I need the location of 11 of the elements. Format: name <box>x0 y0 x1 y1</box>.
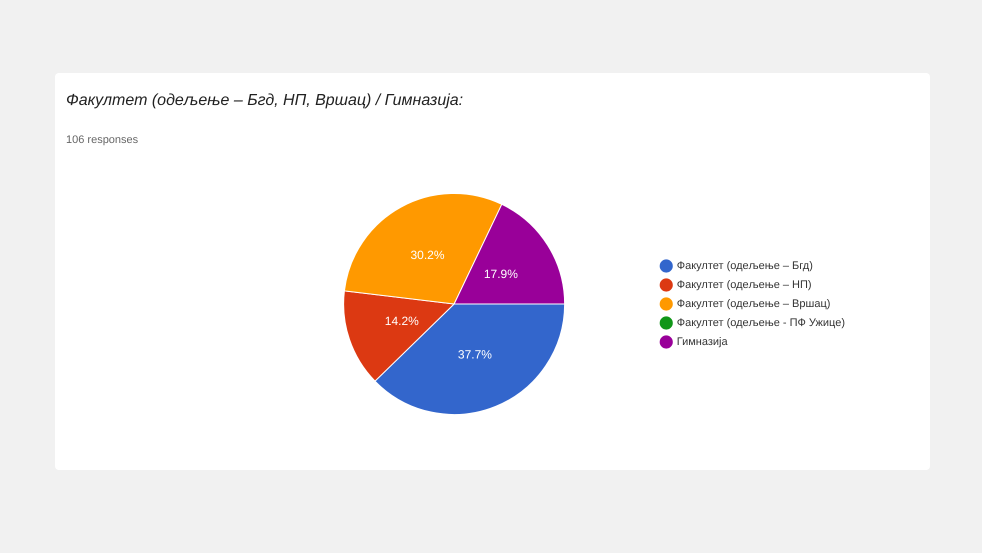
legend-label: Факултет (одељење - ПФ Ужице) <box>676 317 846 330</box>
legend-label: Гимназија <box>676 336 728 348</box>
data-label: 30.2% <box>410 248 445 262</box>
legend-label: Факултет (одељење – НП) <box>676 279 812 292</box>
data-label: 37.7% <box>458 347 492 362</box>
chart-title: Факултет (одељење – Бгд, НП, Вршац) / Гимназија: <box>66 92 464 110</box>
legend-label: Факултет (одељење – Вршац) <box>676 298 830 310</box>
legend-label: Факултет (одељење – Бгд) <box>676 260 813 272</box>
data-label: 14.2% <box>384 314 420 328</box>
data-label: 17.9% <box>484 266 518 281</box>
text: 106 responses <box>66 134 138 146</box>
